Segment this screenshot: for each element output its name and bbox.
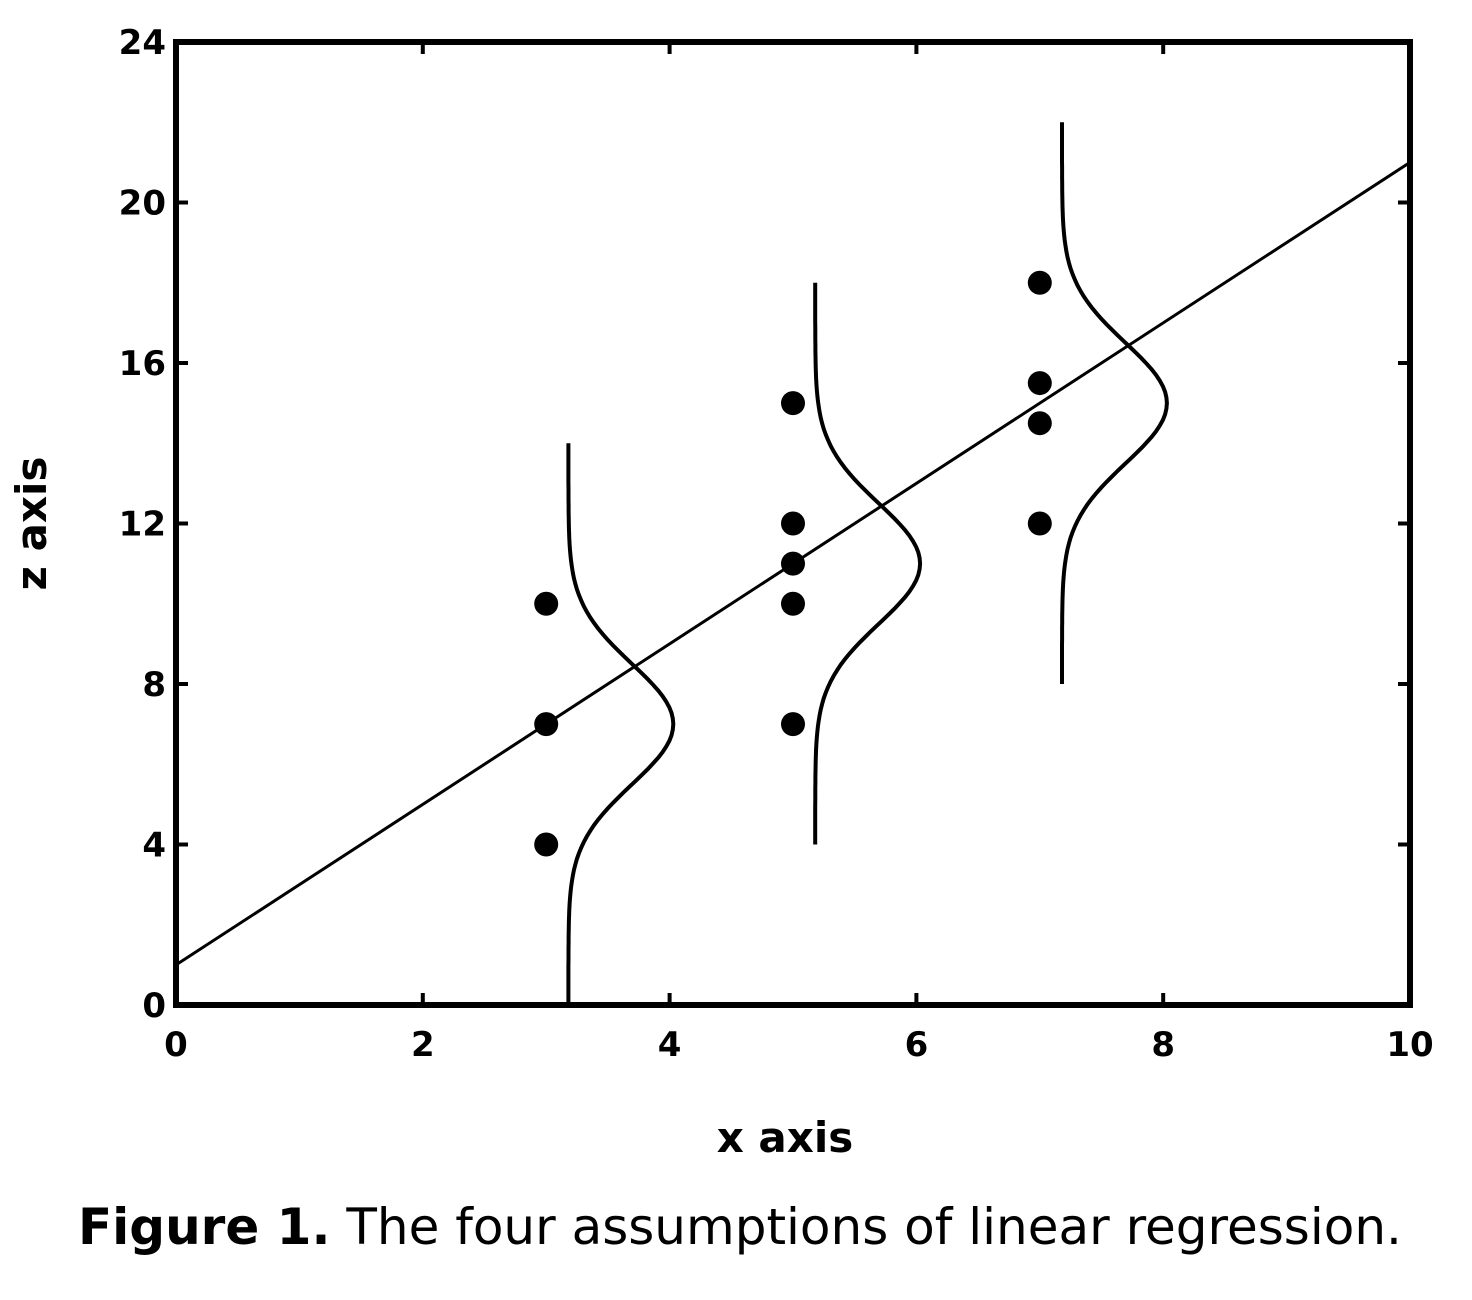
y-tick-label: 0	[142, 986, 166, 1026]
y-tick-label: 4	[142, 826, 166, 866]
data-point-4	[781, 391, 805, 416]
normal-curve-3	[1060, 122, 1169, 684]
figure-caption: Figure 1. The four assumptions of linear…	[78, 1198, 1458, 1256]
x-tick-label: 10	[1386, 1025, 1433, 1065]
x-tick-label: 6	[905, 1025, 929, 1065]
data-point-7	[781, 591, 805, 616]
y-tick-label: 20	[119, 184, 166, 224]
data-point-8	[781, 712, 805, 737]
y-tick-label: 16	[119, 344, 166, 384]
data-point-2	[534, 712, 559, 737]
normal-curve-1	[566, 443, 676, 1005]
data-point-9	[1027, 270, 1052, 295]
caption-label: Figure 1.	[78, 1198, 331, 1256]
data-point-10	[1027, 371, 1052, 396]
x-tick-label: 0	[164, 1025, 188, 1065]
plot-content	[175, 122, 1411, 1005]
x-tick-label: 4	[658, 1025, 682, 1065]
data-point-12	[1027, 511, 1052, 536]
y-axis-title: z axis	[7, 457, 56, 591]
data-point-11	[1027, 411, 1052, 436]
data-point-3	[534, 832, 559, 857]
y-tick-label: 24	[119, 23, 166, 63]
x-axis-title: x axis	[717, 1113, 854, 1162]
data-point-1	[534, 591, 559, 616]
y-tick-label: 8	[142, 665, 166, 705]
x-tick-label: 8	[1151, 1025, 1175, 1065]
y-tick-label: 12	[119, 505, 166, 545]
x-tick-label: 2	[411, 1025, 435, 1065]
data-point-6	[781, 551, 805, 576]
caption-text: The four assumptions of linear regressio…	[330, 1198, 1402, 1256]
data-point-5	[781, 511, 805, 536]
normal-curve-2	[813, 282, 923, 845]
